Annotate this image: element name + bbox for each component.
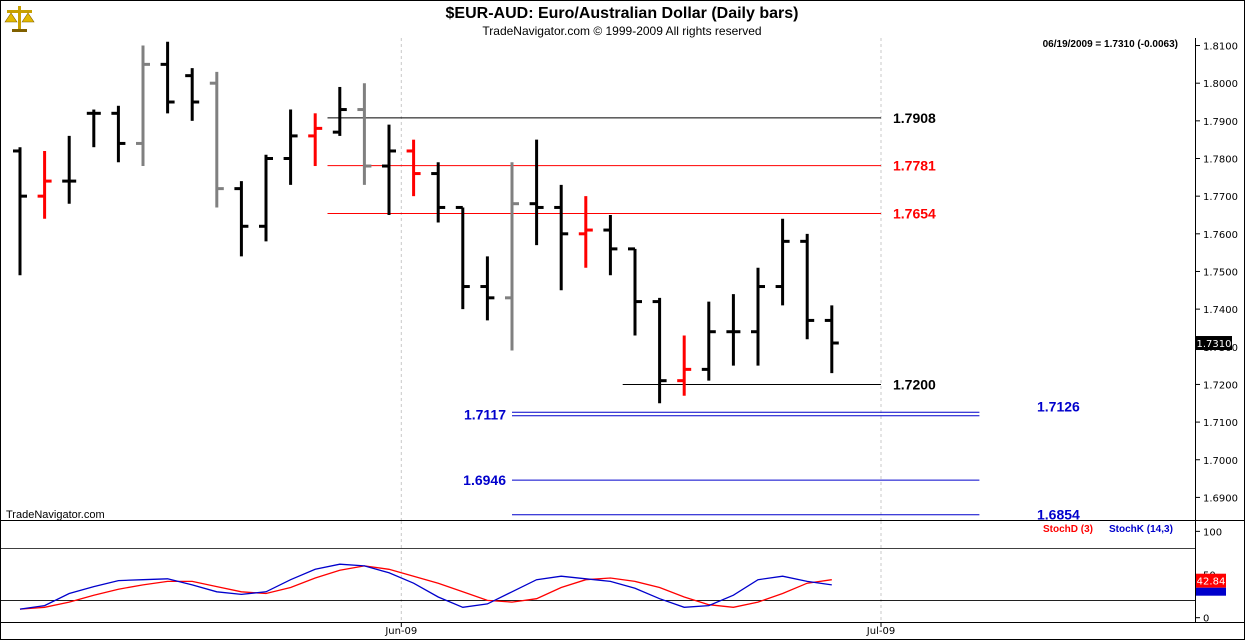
stoch-series-line [19,563,832,610]
ohlc-bar [726,294,741,366]
price-tick-label: 1.7600 [1203,230,1238,241]
ohlc-bar [382,124,396,215]
level-label: 1.6854 [1037,507,1080,523]
price-tick-label: 1.7000 [1203,456,1238,467]
ohlc-bar [13,147,27,276]
price-tick-label: 1.6900 [1203,493,1238,504]
chart-title: $EUR-AUD: Euro/Australian Dollar (Daily … [446,5,799,22]
price-tick-label: 1.7200 [1203,380,1238,391]
ohlc-bar [185,68,200,121]
stoch-series-line [19,565,832,610]
copyright-text: TradeNavigator.com © 1999-2009 All right… [482,24,761,38]
level-label: 1.7781 [893,158,936,174]
level-label: 1.6946 [463,472,506,488]
ohlc-bar [37,150,52,219]
price-tick-label: 1.8000 [1203,79,1238,90]
last-price-marker: 1.7310 [1196,336,1232,351]
ohlc-bar [86,109,101,148]
ohlc-bar [62,135,77,204]
ohlc-bar [111,105,126,163]
price-tick-label: 1.7500 [1203,267,1238,278]
level-label: 1.7200 [893,376,936,392]
ohlc-bar [701,301,716,381]
ohlc-bar [406,139,421,197]
time-axis: Jun-09 Jul-09 [384,622,895,637]
level-label: 1.7654 [893,205,936,221]
ohlc-bar [357,83,372,185]
watermark-text: TradeNavigator.com [6,509,105,521]
price-tick-label: 1.7100 [1203,418,1238,429]
ohlc-bar [505,162,519,351]
price-tick-label: 1.7400 [1203,305,1238,316]
price-status-text: 06/19/2009 = 1.7310 (-0.0063) [1043,39,1178,50]
stoch-legend-item: StochD (3) [1043,524,1093,535]
ohlc-bar [332,86,347,136]
time-tick-label: Jul-09 [866,626,895,637]
time-tick-label: Jun-09 [384,626,417,637]
ohlc-bar [308,113,323,167]
stochastic-pane: 100500StochD (3)StochK (14,3)42.84 [0,524,1226,625]
ohlc-bar [283,109,298,185]
stoch-tick-label: 0 [1203,614,1209,625]
stoch-tick-label: 100 [1203,527,1222,538]
ohlc-bar [480,256,495,321]
ohlc-bar [800,233,815,340]
ohlc-bar [136,45,150,167]
ohlc-bar [160,41,175,114]
stoch-last-value-box [1196,573,1226,588]
price-tick-label: 1.7900 [1203,117,1238,128]
price-tick-label: 1.7700 [1203,192,1238,203]
grid-layer [400,38,882,622]
ohlc-bar [751,267,765,366]
last-price-box [1196,336,1232,351]
ohlc-bars [13,41,839,404]
ohlc-bar [603,214,618,276]
ohlc-bar [775,218,790,306]
ohlc-bar [554,184,569,291]
ohlc-bar [209,71,224,208]
ohlc-bar [628,247,642,336]
ohlc-bar [652,297,667,404]
ohlc-bar [431,162,446,223]
level-label: 1.7117 [464,407,506,423]
stoch-last-value-underline [1196,587,1226,596]
ohlc-bar [455,205,470,310]
ohlc-bar [824,305,839,374]
stoch-legend-item: StochK (14,3) [1109,524,1173,535]
price-tick-label: 1.8100 [1203,42,1238,53]
last-price-label: 1.7310 [1197,339,1232,350]
level-label: 1.7126 [1037,398,1080,414]
level-label: 1.7908 [893,110,936,126]
price-tick-label: 1.7800 [1203,155,1238,166]
ohlc-bar [578,196,593,268]
ohlc-bar [529,139,544,246]
scales-logo-icon [4,6,35,32]
ohlc-bar [259,154,273,242]
stoch-last-value-label: 42.84 [1197,577,1226,588]
level-lines: 1.7908 1.7781 1.7654 1.7200 1.7126 1.7117 1.69… [327,110,1080,523]
ohlc-bar [677,335,692,396]
ohlc-bar [234,181,249,257]
